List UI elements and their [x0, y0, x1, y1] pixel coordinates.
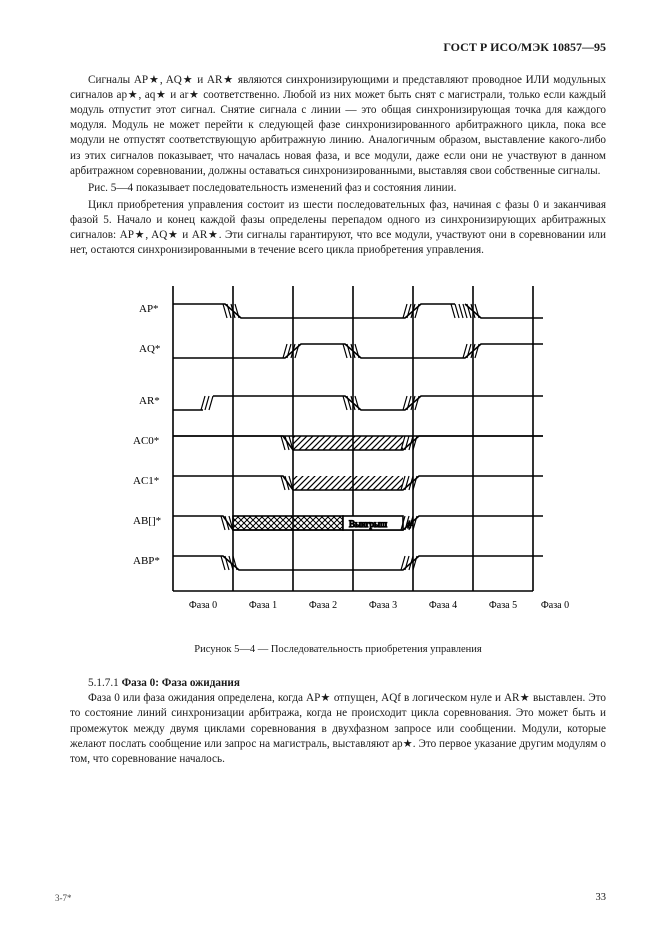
section-heading: 5.1.7.1 Фаза 0: Фаза ожидания	[70, 677, 606, 689]
svg-text:#: #	[407, 519, 413, 531]
section-title: Фаза 0: Фаза ожидания	[122, 677, 240, 689]
sig-label-aq: AQ*	[139, 343, 160, 355]
phase-3: Фаза 3	[369, 600, 397, 611]
sig-label-ar: AR*	[139, 395, 160, 407]
phase-2: Фаза 2	[309, 600, 337, 611]
waveform-ar	[173, 396, 543, 410]
waveform-abp	[173, 556, 543, 570]
waveform-ap	[173, 304, 543, 318]
footer-left: 3-7*	[55, 893, 72, 903]
section-num: 5.1.7.1	[88, 677, 119, 689]
sig-label-abp: ABP*	[133, 555, 160, 567]
phase-0a: Фаза 0	[189, 600, 217, 611]
sig-label-ac1: AC1*	[133, 475, 159, 487]
waveform-aq	[173, 344, 543, 358]
paragraph-1: Сигналы AP★, AQ★ и AR★ являются синхрони…	[70, 73, 606, 179]
phase-1: Фаза 1	[249, 600, 277, 611]
figure-caption: Рисунок 5—4 — Последовательность приобре…	[70, 644, 606, 655]
waveform-ac1	[173, 476, 543, 490]
win-label: Выигрыш	[349, 519, 387, 529]
sig-label-ac0: AC0*	[133, 435, 159, 447]
paragraph-3: Цикл приобретения управления состоит из …	[70, 198, 606, 258]
doc-header: ГОСТ Р ИСО/МЭК 10857—95	[70, 40, 606, 55]
section-body: Фаза 0 или фаза ожидания определена, ког…	[70, 691, 606, 767]
page: ГОСТ Р ИСО/МЭК 10857—95 Сигналы AP★, AQ★…	[0, 0, 661, 935]
paragraph-2: Рис. 5—4 показывает последовательность и…	[70, 181, 606, 196]
sig-label-ab: AB[]*	[133, 515, 161, 527]
sig-label-ap: AP*	[139, 303, 159, 315]
timing-diagram: AP* AQ* AR* AC0* AC1* AB[]* ABP*	[103, 286, 573, 626]
phase-0b: Фаза 0	[541, 600, 569, 611]
page-number: 33	[596, 892, 607, 903]
waveform-ac0	[173, 436, 543, 450]
phase-4: Фаза 4	[429, 600, 457, 611]
phase-5: Фаза 5	[489, 600, 517, 611]
